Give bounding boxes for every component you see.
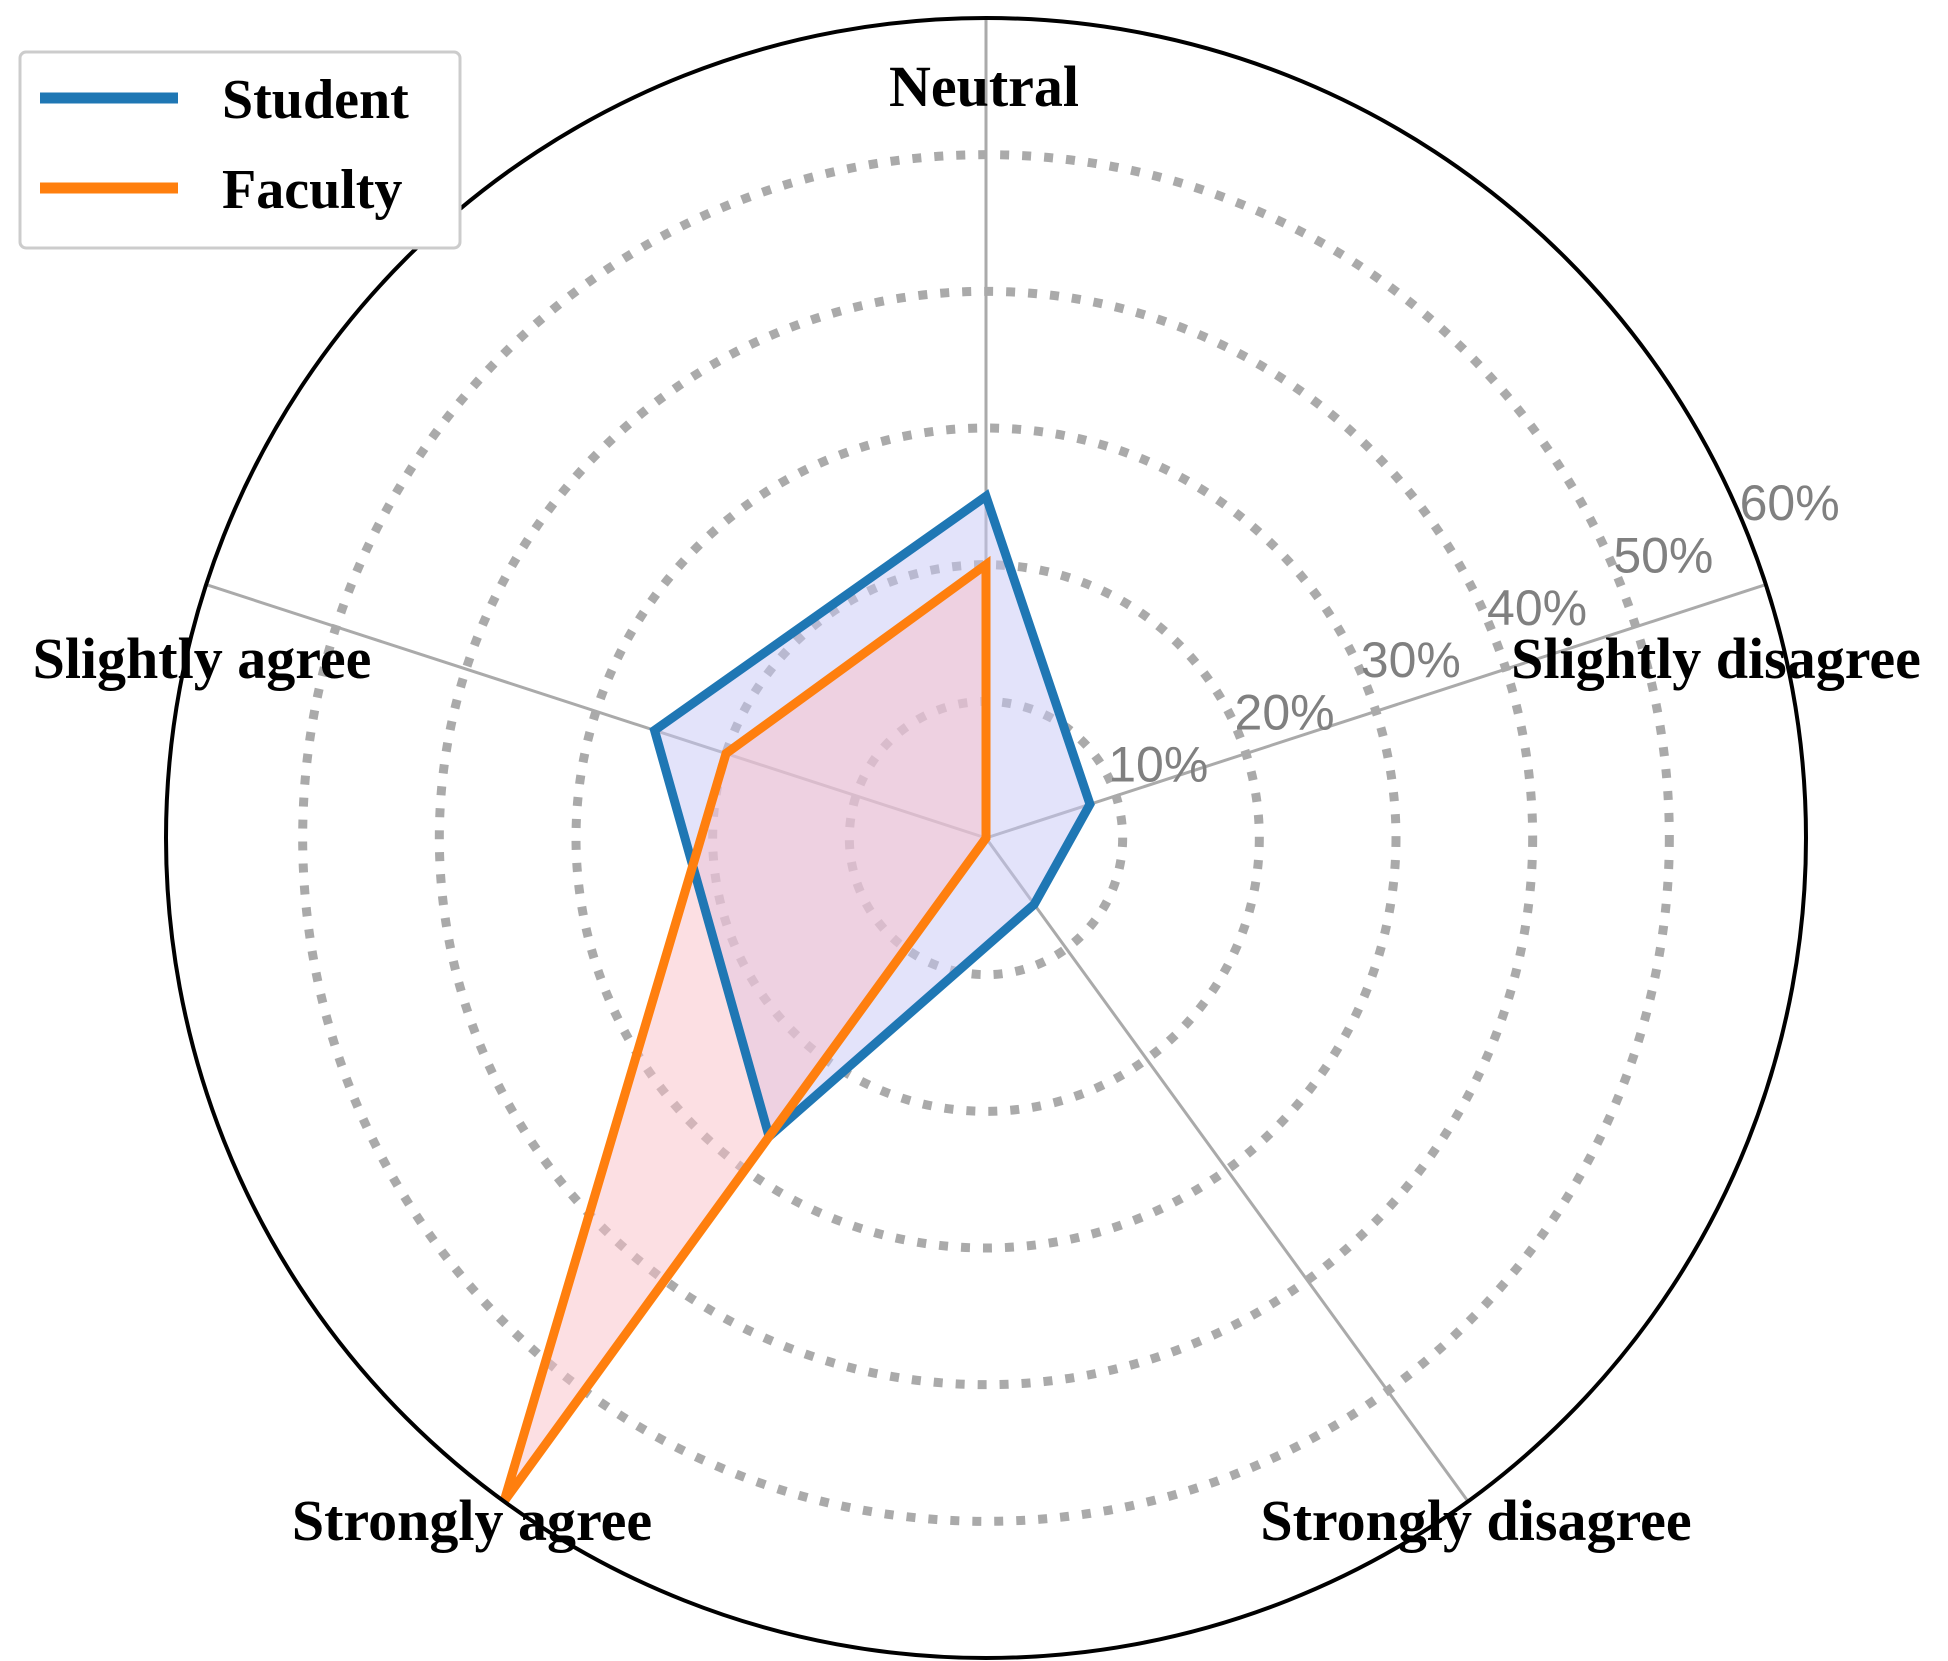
r-tick-label-3: 30%	[1361, 632, 1461, 688]
axis-label-slightly-disagree: Slightly disagree	[1511, 626, 1921, 691]
series-fill-faculty	[504, 564, 986, 1502]
r-tick-label-4: 40%	[1487, 580, 1587, 636]
spoke-0	[985, 583, 1767, 840]
r-tick-label-5: 50%	[1613, 527, 1713, 583]
series-line-student	[649, 489, 1095, 1145]
axis-label-layer: Slightly disagree Neutral Slightly agree St…	[33, 54, 1921, 1553]
series-line-faculty	[499, 555, 991, 1505]
series-layer	[499, 489, 1095, 1505]
r-tick-label-2: 20%	[1235, 684, 1335, 740]
legend-label-student: Student	[222, 69, 409, 131]
spoke-4	[984, 837, 1470, 1503]
grid-ring-3	[571, 423, 1401, 1253]
legend: Student Faculty	[18, 50, 462, 250]
axis-label-slightly-agree: Slightly agree	[33, 626, 372, 691]
tick-label-layer: 10% 20% 30% 40% 50% 60%	[1108, 475, 1839, 793]
legend-label-faculty: Faculty	[222, 159, 402, 221]
r-tick-label-6: 60%	[1740, 475, 1840, 531]
axis-label-strongly-agree: Strongly agree	[292, 1488, 652, 1553]
outer-frame-circle	[164, 16, 1808, 1660]
axis-label-neutral: Neutral	[889, 54, 1079, 119]
r-tick-label-1: 10%	[1108, 737, 1208, 793]
axis-label-strongly-disagree: Strongly disagree	[1260, 1488, 1691, 1553]
